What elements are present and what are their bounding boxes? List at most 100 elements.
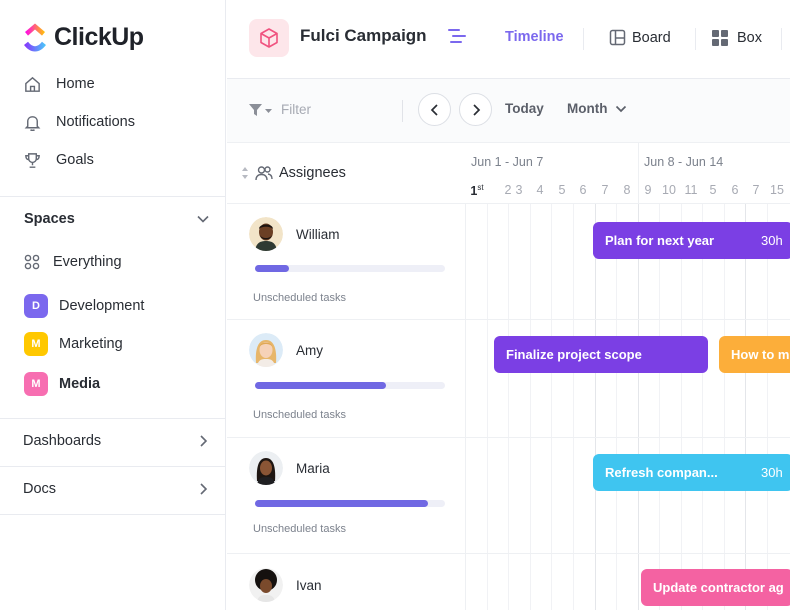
day-label: 5 <box>709 183 717 197</box>
tab-separator <box>583 28 584 50</box>
grid-line <box>638 204 639 610</box>
filter-icon <box>249 103 272 116</box>
day-label: 4 <box>536 183 544 197</box>
next-button[interactable] <box>459 93 492 126</box>
space-development[interactable]: D Development <box>24 294 144 318</box>
grid-line <box>573 204 574 610</box>
assignee-maria[interactable]: Maria <box>249 451 330 485</box>
project-icon <box>249 19 289 57</box>
bell-icon <box>22 112 42 132</box>
toolbar-separator <box>402 100 403 122</box>
assignee-ivan[interactable]: Ivan <box>249 568 322 602</box>
tab-board[interactable]: Board <box>609 29 671 46</box>
unscheduled-tasks-link[interactable]: Unscheduled tasks <box>253 523 346 535</box>
grid-line <box>659 204 660 610</box>
grid-line <box>551 204 552 610</box>
unscheduled-tasks-link[interactable]: Unscheduled tasks <box>253 292 346 304</box>
day-label: 3 <box>515 183 523 197</box>
space-badge: D <box>24 294 48 318</box>
assignee-amy[interactable]: Amy <box>249 333 323 367</box>
dashboards-label: Dashboards <box>23 433 102 449</box>
spaces-header[interactable]: Spaces <box>24 211 210 227</box>
workload-bar-fill <box>255 382 387 389</box>
range-dropdown[interactable]: Month <box>567 101 627 116</box>
assignee-name: Amy <box>296 342 323 358</box>
spaces-title: Spaces <box>24 211 75 227</box>
tab-box[interactable]: Box <box>711 29 762 47</box>
tab-timeline[interactable]: Timeline <box>505 29 564 45</box>
tab-board-label: Board <box>632 29 671 46</box>
grid-line <box>681 204 682 610</box>
assignee-row-amy: Amy Unscheduled tasks Finalize project s… <box>227 320 790 438</box>
week-label: Jun 1 - Jun 7 <box>471 155 544 169</box>
workload-bar-fill <box>255 265 290 272</box>
assignee-row-maria: Maria Unscheduled tasks Refresh compan..… <box>227 438 790 554</box>
nav-home-label: Home <box>56 76 95 92</box>
week-label: Jun 8 - Jun 14 <box>644 155 724 169</box>
tab-separator <box>781 28 782 50</box>
avatar <box>249 333 283 367</box>
everything-grid-icon <box>24 254 40 270</box>
assignee-row-ivan: Ivan Update contractor ag <box>227 554 790 610</box>
space-media[interactable]: M Media <box>24 372 100 396</box>
task-bar-label: How to m <box>731 347 790 362</box>
column-divider <box>465 320 466 438</box>
grid-line <box>487 204 488 610</box>
grid-line <box>745 204 746 610</box>
clickup-logo[interactable]: ClickUp <box>22 22 144 52</box>
sidebar-docs[interactable]: Docs <box>23 481 209 497</box>
space-everything-label: Everything <box>53 254 122 270</box>
task-bar-label: Update contractor ag <box>653 580 784 595</box>
sidebar-divider <box>0 196 226 197</box>
board-icon <box>609 29 626 46</box>
sidebar-divider <box>0 418 226 419</box>
task-bar[interactable]: Refresh compan... 30h <box>593 454 790 491</box>
week-separator <box>638 143 639 204</box>
day-label: 2 <box>504 183 512 197</box>
space-badge: M <box>24 372 48 396</box>
nav-goals[interactable]: Goals <box>22 150 94 170</box>
day-label: 5 <box>558 183 566 197</box>
filter-control[interactable]: Filter <box>249 102 311 117</box>
day-label: 7 <box>752 183 760 197</box>
sidebar-dashboards[interactable]: Dashboards <box>23 433 209 449</box>
unscheduled-tasks-link[interactable]: Unscheduled tasks <box>253 409 346 421</box>
docs-label: Docs <box>23 481 57 497</box>
workload-bar-fill <box>255 500 428 507</box>
assignees-column-header[interactable]: Assignees <box>241 165 346 181</box>
sort-icon <box>242 167 248 179</box>
space-marketing-label: Marketing <box>59 336 123 352</box>
previous-button[interactable] <box>418 93 451 126</box>
grid-line <box>767 204 768 610</box>
chevron-right-icon <box>472 103 480 116</box>
assignee-name: Ivan <box>296 577 322 593</box>
chevron-down-icon[interactable] <box>196 212 210 226</box>
app-name: ClickUp <box>54 22 144 51</box>
task-bar[interactable]: Plan for next year 30h <box>593 222 790 259</box>
task-bar-label: Plan for next year <box>605 233 715 248</box>
space-development-label: Development <box>59 298 145 314</box>
nav-home[interactable]: Home <box>22 74 95 94</box>
task-bar[interactable]: Finalize project scope <box>494 336 708 373</box>
sidebar-divider <box>0 514 226 515</box>
assignee-name: William <box>296 226 340 242</box>
task-bar[interactable]: How to m <box>719 336 790 373</box>
tab-separator <box>695 28 696 50</box>
avatar <box>249 451 283 485</box>
today-button[interactable]: Today <box>505 101 544 116</box>
day-label: 6 <box>579 183 587 197</box>
trophy-icon <box>22 150 42 170</box>
day-label: 8 <box>623 183 631 197</box>
day-label: 11 <box>684 183 698 197</box>
nav-notifications[interactable]: Notifications <box>22 112 135 132</box>
grid-line <box>595 204 596 610</box>
space-marketing[interactable]: M Marketing <box>24 332 123 356</box>
grid-line <box>616 204 617 610</box>
home-icon <box>22 74 42 94</box>
assignee-william[interactable]: William <box>249 217 340 251</box>
task-bar[interactable]: Update contractor ag <box>641 569 790 606</box>
box-icon <box>712 30 728 46</box>
day-label: 15 <box>770 183 784 197</box>
space-everything[interactable]: Everything <box>24 254 122 270</box>
avatar <box>249 217 283 251</box>
